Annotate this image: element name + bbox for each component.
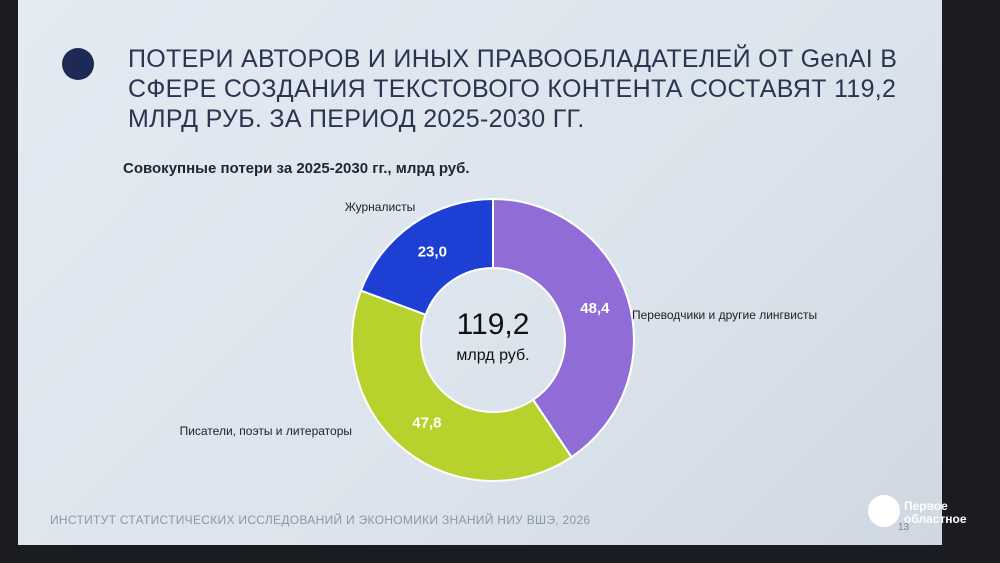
total-unit: млрд руб. — [456, 347, 529, 364]
chart-title: ПОТЕРИ АВТОРОВ И ИНЫХ ПРАВООБЛАДАТЕЛЕЙ О… — [128, 45, 898, 133]
page-number: 13 — [898, 522, 910, 533]
chart-subtitle: Совокупные потери за 2025-2030 гг., млрд… — [123, 160, 470, 177]
category-label: Писатели, поэты и литераторы — [180, 424, 352, 438]
donut-segment — [359, 197, 494, 317]
category-label: Переводчики и другие лингвисты — [632, 308, 817, 322]
watermark: Первое областное — [904, 499, 967, 526]
value-label: 23,0 — [418, 243, 447, 260]
footer: ИНСТИТУТ СТАТИСТИЧЕСКИХ ИССЛЕДОВАНИЙ И Э… — [50, 513, 591, 527]
watermark-logo — [868, 495, 900, 527]
donut-segment — [351, 289, 573, 482]
donut-segment — [492, 197, 635, 459]
category-label: Журналисты — [345, 200, 416, 214]
value-label: 48,4 — [580, 300, 610, 317]
logo — [62, 48, 94, 80]
total-value: 119,2 — [457, 308, 530, 341]
value-label: 47,8 — [412, 414, 441, 431]
